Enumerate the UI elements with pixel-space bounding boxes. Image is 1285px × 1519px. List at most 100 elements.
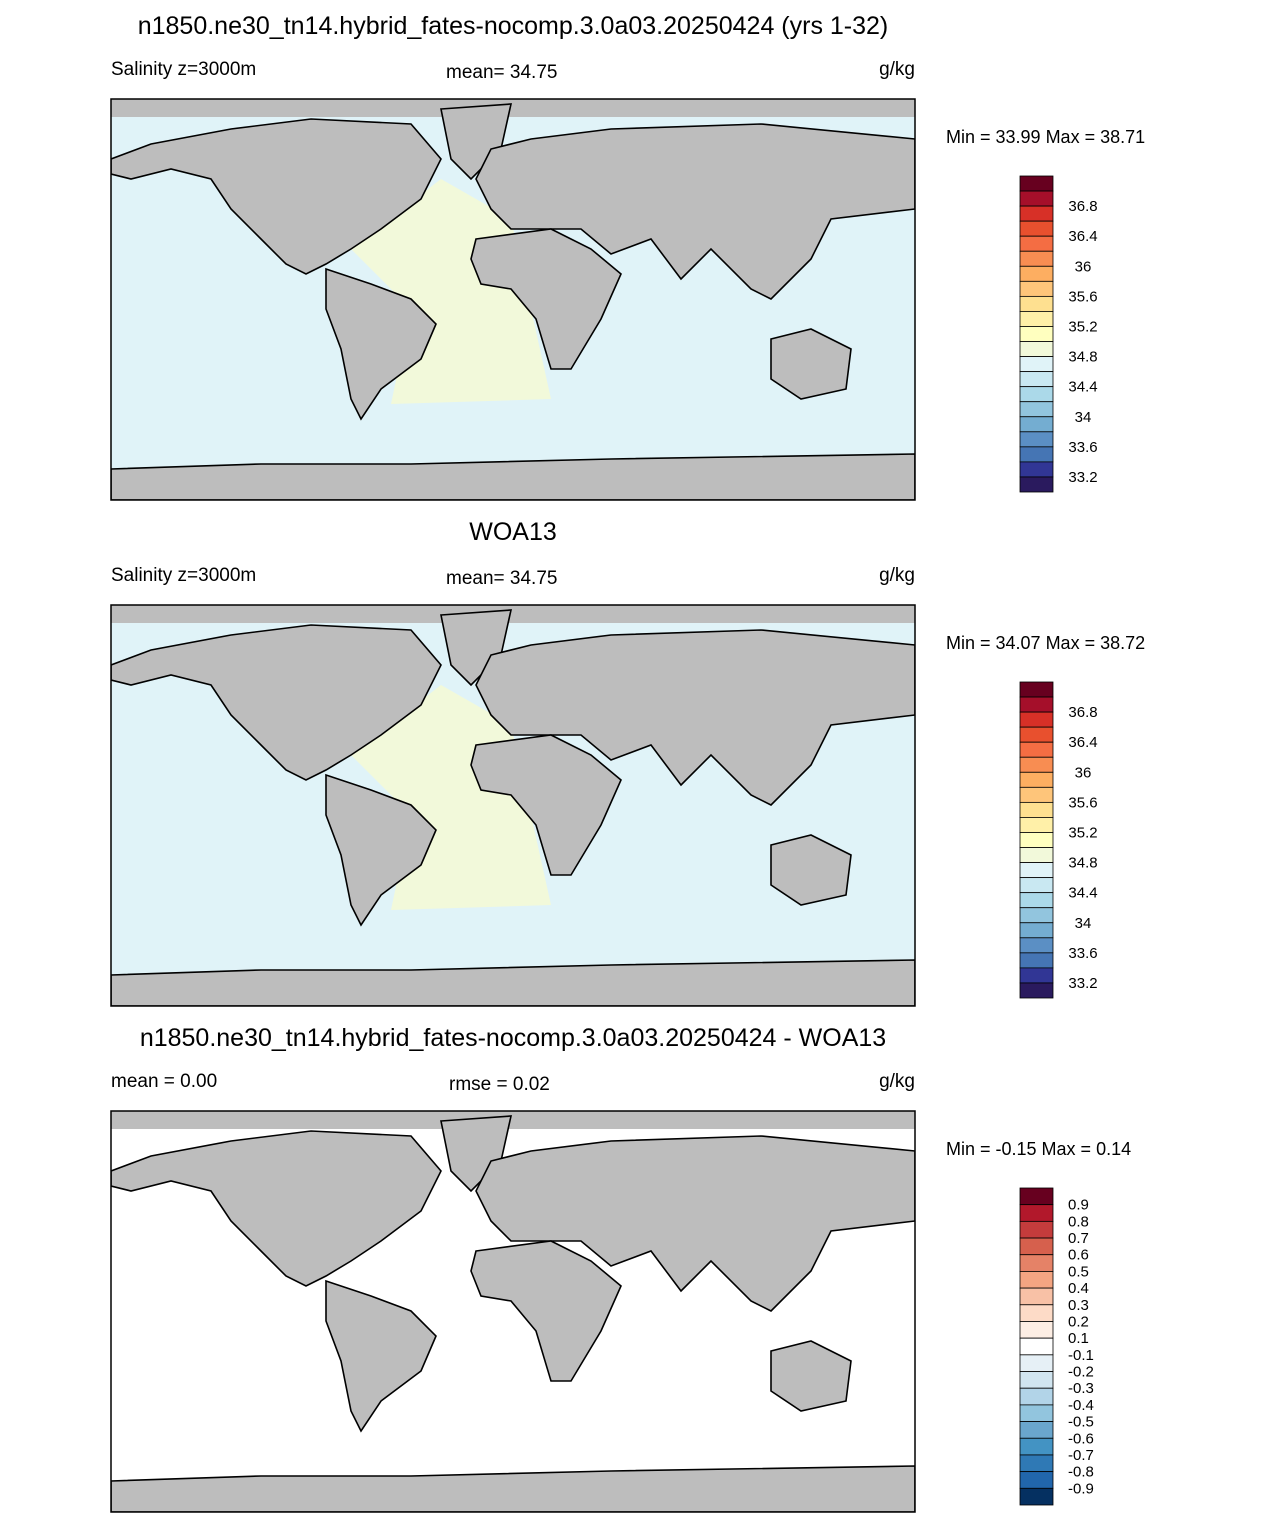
colorbar-box xyxy=(1019,696,1054,713)
center-label: mean= 34.75 xyxy=(446,568,557,589)
colorbar-box xyxy=(1019,1237,1054,1256)
colorbar-label: -0.8 xyxy=(1068,1464,1094,1481)
colorbar-label: 0.2 xyxy=(1068,1313,1089,1330)
colorbar-label: 33.6 xyxy=(1068,945,1097,962)
colorbar-box xyxy=(1019,1304,1054,1322)
min-max: Min = 33.99 Max = 38.71 xyxy=(946,127,1145,147)
left-label: Salinity z=3000m xyxy=(111,59,256,80)
colorbar-label: -0.7 xyxy=(1068,1447,1094,1464)
colorbar-box xyxy=(1019,711,1054,728)
colorbar-box xyxy=(1019,681,1054,698)
colorbar-label: 34.4 xyxy=(1068,379,1097,396)
colorbar-box xyxy=(1019,265,1054,282)
colorbar-box xyxy=(1019,371,1054,388)
colorbar-box xyxy=(1019,1371,1054,1389)
colorbar-box xyxy=(1019,756,1054,773)
colorbar-label: 35.2 xyxy=(1068,318,1097,335)
colorbar-box xyxy=(1019,280,1054,297)
units: g/kg xyxy=(879,565,915,586)
colorbar-label: -0.4 xyxy=(1068,1397,1094,1414)
colorbar-box xyxy=(1019,1337,1054,1356)
colorbar-label: 0.8 xyxy=(1068,1213,1089,1230)
colorbar-box xyxy=(1019,832,1054,848)
colorbar-box xyxy=(1019,220,1054,237)
colorbar-box xyxy=(1019,771,1054,788)
colorbar-box xyxy=(1019,1254,1054,1272)
colorbar-box xyxy=(1019,982,1054,999)
colorbar-box xyxy=(1019,922,1054,939)
colorbar-box xyxy=(1019,461,1054,478)
colorbar-label: 36 xyxy=(1075,258,1092,275)
colorbar-box xyxy=(1019,1437,1054,1456)
colorbar-box xyxy=(1019,967,1054,984)
colorbar-box xyxy=(1019,1321,1054,1339)
colorbar-box xyxy=(1019,726,1054,743)
colorbar-box xyxy=(1019,801,1054,818)
min-max: Min = 34.07 Max = 38.72 xyxy=(946,633,1145,653)
colorbar-box xyxy=(1019,1421,1054,1439)
colorbar-box xyxy=(1019,341,1054,357)
colorbar-box xyxy=(1019,1471,1054,1489)
colorbar-label: 35.2 xyxy=(1068,824,1097,841)
colorbar-label: 36.4 xyxy=(1068,734,1097,751)
colorbar-box xyxy=(1019,907,1054,924)
colorbar-label: 0.4 xyxy=(1068,1280,1089,1297)
colorbar-label: 0.7 xyxy=(1068,1230,1089,1247)
colorbar-box xyxy=(1019,817,1054,833)
colorbar-label: 34.8 xyxy=(1068,855,1097,872)
colorbar-label: -0.3 xyxy=(1068,1380,1094,1397)
colorbar-label: -0.5 xyxy=(1068,1414,1094,1431)
colorbar-box xyxy=(1019,1354,1054,1372)
colorbar-label: 33.2 xyxy=(1068,975,1097,992)
panel-title: WOA13 xyxy=(469,518,557,546)
colorbar-label: 0.9 xyxy=(1068,1197,1089,1214)
colorbar-box xyxy=(1019,1387,1054,1406)
left-label: mean = 0.00 xyxy=(111,1071,217,1092)
colorbar-box xyxy=(1019,937,1054,954)
colorbar-box xyxy=(1019,431,1054,448)
colorbar-box xyxy=(1019,786,1054,803)
colorbar-box xyxy=(1019,190,1054,207)
center-label: mean= 34.75 xyxy=(446,62,557,83)
colorbar-label: 34 xyxy=(1075,915,1092,932)
colorbar-box xyxy=(1019,1187,1054,1206)
colorbar-box xyxy=(1019,250,1054,267)
colorbar-label: -0.1 xyxy=(1068,1347,1094,1364)
map-1 xyxy=(111,99,915,500)
colorbar-label: 36.8 xyxy=(1068,198,1097,215)
colorbar-label: 35.6 xyxy=(1068,794,1097,811)
colorbar-box xyxy=(1019,1487,1054,1506)
colorbar-box xyxy=(1019,892,1054,909)
colorbar-label: -0.9 xyxy=(1068,1480,1094,1497)
colorbar-box xyxy=(1019,952,1054,969)
colorbar-label: 36.4 xyxy=(1068,228,1097,245)
panel-title: n1850.ne30_tn14.hybrid_fates-nocomp.3.0a… xyxy=(138,12,889,40)
colorbar-label: 36 xyxy=(1075,764,1092,781)
colorbar-box xyxy=(1019,847,1054,863)
colorbar-label: 0.5 xyxy=(1068,1263,1089,1280)
colorbar-box xyxy=(1019,862,1054,879)
colorbar-label: 0.6 xyxy=(1068,1247,1089,1264)
colorbar-label: 34.4 xyxy=(1068,885,1097,902)
colorbar-label: 0.3 xyxy=(1068,1297,1089,1314)
colorbar-box xyxy=(1019,476,1054,493)
colorbar-box xyxy=(1019,311,1054,327)
colorbar-label: 33.2 xyxy=(1068,469,1097,486)
colorbar-box xyxy=(1019,1287,1054,1306)
colorbar-box xyxy=(1019,356,1054,373)
colorbar-label: 36.8 xyxy=(1068,704,1097,721)
colorbar-box xyxy=(1019,416,1054,433)
colorbar-box xyxy=(1019,1404,1054,1422)
left-label: Salinity z=3000m xyxy=(111,565,256,586)
colorbar-box xyxy=(1019,1220,1054,1239)
colorbar-label: 34 xyxy=(1075,409,1092,426)
colorbar-box xyxy=(1019,446,1054,463)
center-label: rmse = 0.02 xyxy=(449,1074,550,1095)
colorbar-box xyxy=(1019,175,1054,192)
colorbar-box xyxy=(1019,386,1054,403)
map-2 xyxy=(111,605,915,1006)
colorbar-box xyxy=(1019,877,1054,894)
units: g/kg xyxy=(879,1071,915,1092)
colorbar-box xyxy=(1019,235,1054,252)
